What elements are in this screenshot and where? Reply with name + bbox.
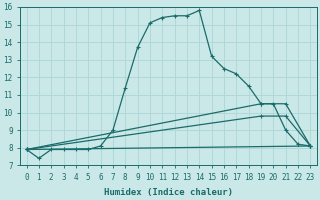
X-axis label: Humidex (Indice chaleur): Humidex (Indice chaleur) [104, 188, 233, 197]
